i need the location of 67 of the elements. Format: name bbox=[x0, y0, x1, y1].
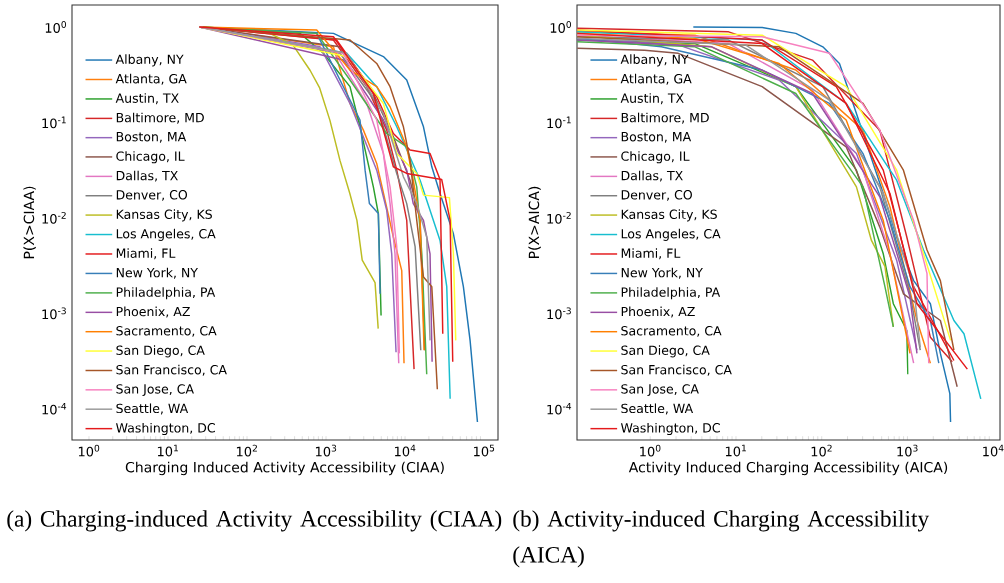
y-tick-label: 10$^{-4}$ bbox=[547, 402, 572, 415]
legend-label: Albany, NY bbox=[115, 54, 184, 67]
legend-label: San Francisco, CA bbox=[116, 364, 227, 376]
text: (b) Activity-induced Charging Accessibility (AICA) bbox=[513, 510, 930, 568]
legend-label: Sacramento, CA bbox=[621, 326, 722, 337]
legend-label: Phoenix, AZ bbox=[621, 306, 695, 318]
legend-label: San Jose, CA bbox=[621, 384, 699, 396]
y-tick-label: 10$^{0}$ bbox=[550, 21, 572, 33]
legend-label: Chicago, IL bbox=[116, 151, 185, 164]
x-tick-label: 10$^{2}$ bbox=[811, 444, 832, 457]
y-tick-label: 10$^{-2}$ bbox=[547, 211, 571, 224]
legend-label: San Diego, CA bbox=[116, 345, 205, 358]
y-tick-label: 10$^{-2}$ bbox=[42, 211, 66, 224]
legend-label: Baltimore, MD bbox=[621, 112, 709, 124]
legend-label: San Jose, CA bbox=[116, 384, 194, 396]
legend-label: Atlanta, GA bbox=[620, 73, 692, 85]
legend-label: Washington, DC bbox=[116, 422, 215, 436]
x-tick-label: 10$^{3}$ bbox=[897, 444, 918, 457]
legend-label: Miami, FL bbox=[621, 248, 681, 260]
legend-label: Denver, CO bbox=[621, 190, 692, 201]
legend-label: Seattle, WA bbox=[116, 403, 189, 415]
legend-label: Dallas, TX bbox=[116, 170, 178, 182]
legend-label: Dallas, TX bbox=[621, 170, 683, 182]
x-tick-label: 10$^{2}$ bbox=[236, 444, 257, 457]
legend-label: Los Angeles, CA bbox=[116, 228, 216, 241]
y-tick-label: 10$^{-3}$ bbox=[547, 307, 571, 320]
x-tick-label: 10$^{3}$ bbox=[315, 444, 337, 457]
y-tick-label: 10$^{-3}$ bbox=[42, 307, 66, 320]
legend-label: Baltimore, MD bbox=[116, 112, 204, 124]
legend-label: Atlanta, GA bbox=[115, 73, 187, 85]
legend-label: Los Angeles, CA bbox=[621, 228, 721, 241]
y-tick-label: 10$^{0}$ bbox=[45, 21, 67, 33]
legend-label: Philadelphia, PA bbox=[116, 287, 216, 300]
legend-label: New York, NY bbox=[116, 267, 198, 279]
legend-label: Kansas City, KS bbox=[116, 209, 212, 222]
y-tick-label: 10$^{-4}$ bbox=[42, 402, 67, 415]
y-axis-title: P(X>AICA) bbox=[528, 186, 541, 258]
y-tick-label: 10$^{-1}$ bbox=[547, 116, 571, 129]
x-tick-label: 10$^{5}$ bbox=[474, 444, 495, 457]
y-tick-label: 10$^{-1}$ bbox=[42, 116, 66, 129]
legend-label: Philadelphia, PA bbox=[621, 287, 721, 300]
x-axis-title: Charging Induced Activity Accessibility (CIAA) bbox=[125, 461, 444, 476]
legend-label: Chicago, IL bbox=[621, 151, 690, 164]
x-tick-label: 10$^{1}$ bbox=[725, 444, 746, 457]
legend-label: San Diego, CA bbox=[621, 345, 710, 358]
legend-label: Washington, DC bbox=[620, 422, 720, 436]
legend-label: Boston, MA bbox=[621, 132, 692, 143]
legend-label: Miami, FL bbox=[116, 248, 176, 260]
legend-label: Phoenix, AZ bbox=[116, 306, 190, 318]
legend-label: Kansas City, KS bbox=[621, 209, 717, 222]
legend-label: Sacramento, CA bbox=[116, 326, 217, 337]
legend-label: Albany, NY bbox=[620, 54, 689, 67]
legend-label: Seattle, WA bbox=[621, 403, 694, 415]
x-tick-label: 10$^{0}$ bbox=[640, 444, 661, 457]
legend-label: Austin, TX bbox=[620, 93, 684, 105]
legend-label: New York, NY bbox=[621, 267, 703, 279]
y-axis-title: P(X>CIAA) bbox=[23, 186, 36, 259]
x-tick-label: 10$^{1}$ bbox=[157, 444, 178, 457]
legend-label: Austin, TX bbox=[115, 93, 179, 105]
legend-label: Boston, MA bbox=[116, 132, 187, 143]
legend-label: Denver, CO bbox=[116, 190, 188, 201]
x-tick-label: 10$^{4}$ bbox=[394, 444, 416, 457]
legend-label: San Francisco, CA bbox=[621, 364, 732, 376]
x-tick-label: 10$^{4}$ bbox=[983, 444, 1004, 457]
x-axis-title: Activity Induced Charging Accessibility (AICA) bbox=[628, 461, 948, 476]
x-tick-label: 10$^{0}$ bbox=[78, 444, 100, 457]
text: (a) Charging-induced Activity Accessibility (CIAA) bbox=[7, 510, 502, 532]
